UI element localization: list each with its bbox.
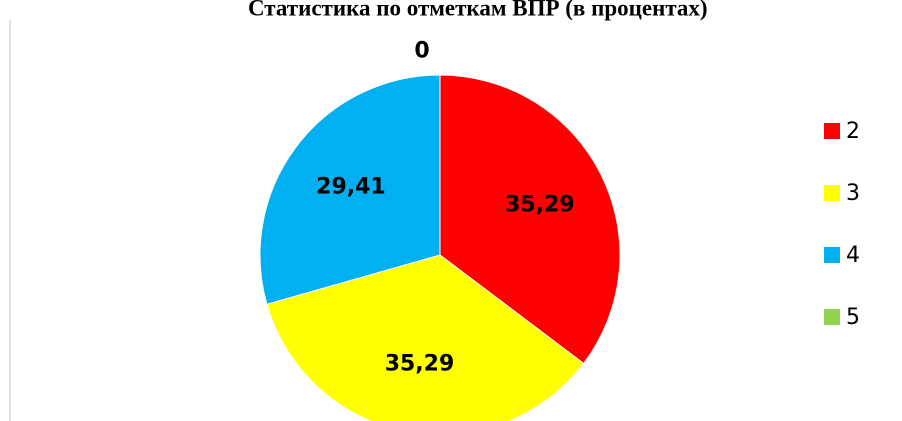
legend-swatch	[824, 185, 840, 201]
data-label: 29,41	[316, 175, 386, 200]
legend-label: 5	[846, 305, 860, 330]
data-label: 35,29	[505, 192, 575, 217]
data-label: 35,29	[385, 352, 455, 377]
legend-label: 4	[846, 243, 860, 268]
legend-label: 3	[846, 181, 860, 206]
legend-swatch	[824, 123, 840, 139]
pie-slice	[439, 74, 621, 365]
data-label: 0	[414, 39, 429, 64]
legend-swatch	[824, 309, 840, 325]
chart-title: Статистика по отметкам ВПР (в процентах)	[248, 0, 708, 20]
legend-label: 2	[846, 119, 860, 144]
pie-slice	[266, 254, 585, 421]
legend-swatch	[824, 247, 840, 263]
pie-slice	[259, 74, 441, 305]
